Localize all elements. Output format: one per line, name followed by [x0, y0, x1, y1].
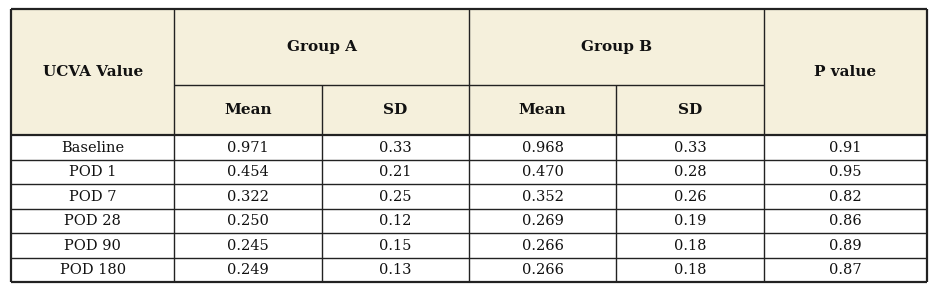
Text: 0.266: 0.266	[522, 263, 564, 277]
Text: SD: SD	[384, 103, 407, 117]
Text: 0.249: 0.249	[227, 263, 269, 277]
Text: 0.352: 0.352	[522, 189, 564, 203]
Text: 0.971: 0.971	[227, 141, 269, 155]
Text: Group A: Group A	[287, 40, 356, 54]
Text: POD 180: POD 180	[60, 263, 126, 277]
Bar	[11, 85, 927, 135]
Text: 0.26: 0.26	[673, 189, 706, 203]
Text: 0.269: 0.269	[522, 214, 564, 228]
Text: SD: SD	[678, 103, 702, 117]
Text: 0.15: 0.15	[379, 239, 412, 253]
Text: Mean: Mean	[224, 103, 272, 117]
Bar	[11, 209, 927, 233]
Text: 0.245: 0.245	[227, 239, 269, 253]
Text: 0.266: 0.266	[522, 239, 564, 253]
Text: 0.12: 0.12	[379, 214, 412, 228]
Text: 0.28: 0.28	[673, 165, 706, 179]
Text: POD 90: POD 90	[65, 239, 121, 253]
Text: 0.33: 0.33	[379, 141, 412, 155]
Text: 0.454: 0.454	[227, 165, 269, 179]
Bar	[11, 160, 927, 184]
Text: 0.18: 0.18	[673, 239, 706, 253]
Text: 0.33: 0.33	[673, 141, 706, 155]
Text: 0.87: 0.87	[829, 263, 861, 277]
Text: 0.13: 0.13	[379, 263, 412, 277]
Text: 0.322: 0.322	[227, 189, 269, 203]
Text: 0.89: 0.89	[829, 239, 861, 253]
Text: 0.21: 0.21	[379, 165, 412, 179]
Bar	[11, 233, 927, 258]
Bar	[11, 258, 927, 282]
Text: 0.86: 0.86	[829, 214, 861, 228]
Text: 0.91: 0.91	[829, 141, 861, 155]
Text: UCVA Value: UCVA Value	[43, 65, 143, 79]
Text: 0.19: 0.19	[673, 214, 706, 228]
Bar	[11, 9, 927, 85]
Text: 0.95: 0.95	[829, 165, 861, 179]
Text: POD 7: POD 7	[69, 189, 116, 203]
Text: 0.250: 0.250	[227, 214, 269, 228]
Text: Group B: Group B	[581, 40, 652, 54]
Text: P value: P value	[814, 65, 876, 79]
Text: 0.18: 0.18	[673, 263, 706, 277]
Text: 0.25: 0.25	[379, 189, 412, 203]
Bar	[11, 135, 927, 160]
Bar	[11, 184, 927, 209]
Text: 0.968: 0.968	[522, 141, 564, 155]
Text: POD 1: POD 1	[69, 165, 116, 179]
Text: Baseline: Baseline	[61, 141, 125, 155]
Text: 0.82: 0.82	[829, 189, 861, 203]
Text: 0.470: 0.470	[522, 165, 564, 179]
Text: Mean: Mean	[519, 103, 567, 117]
Text: POD 28: POD 28	[65, 214, 121, 228]
